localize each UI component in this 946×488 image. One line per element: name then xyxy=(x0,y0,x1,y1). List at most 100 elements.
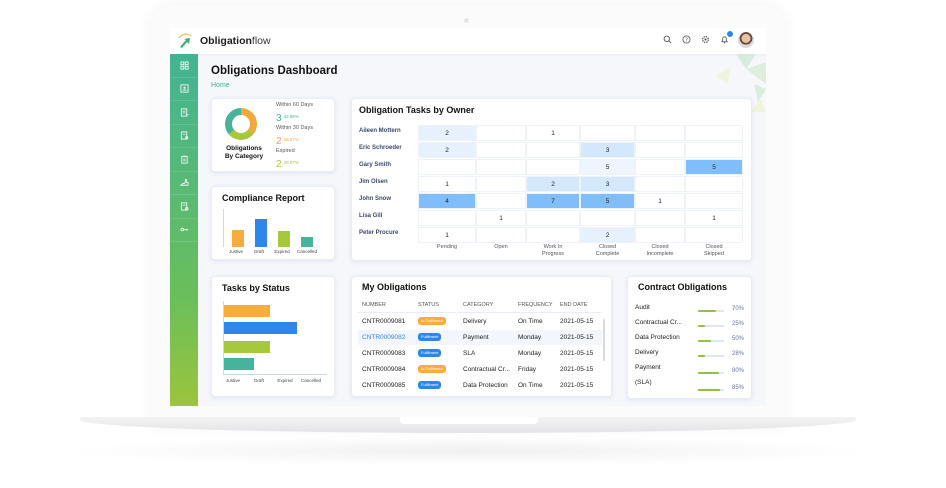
obligation-category: SLA xyxy=(463,350,476,357)
heatmap-cell[interactable]: 1 xyxy=(418,227,476,243)
heatmap-cell[interactable] xyxy=(580,210,635,226)
notification-badge xyxy=(727,31,733,37)
heatmap-cell[interactable] xyxy=(418,159,476,175)
heatmap-cell[interactable] xyxy=(685,193,743,209)
help-icon[interactable]: ? xyxy=(681,35,691,45)
header-icons: ? xyxy=(662,31,754,48)
status-badge: Fulfilment xyxy=(418,349,442,357)
heatmap-cell[interactable]: 3 xyxy=(580,142,635,158)
logo-icon[interactable] xyxy=(176,32,194,50)
heatmap-cell[interactable]: 1 xyxy=(685,210,743,226)
obligation-number[interactable]: CNTR0009084 xyxy=(362,366,406,373)
heatmap-cell[interactable] xyxy=(685,227,743,243)
table-row[interactable]: CNTR0009085 Fulfilment Data Protection On T… xyxy=(358,378,602,393)
owner-label: Lisa Gill xyxy=(359,213,383,219)
heatmap-cell[interactable] xyxy=(476,159,526,175)
status-bar-expired xyxy=(224,341,270,353)
avatar[interactable] xyxy=(738,32,754,48)
obligation-number[interactable]: CNTR0009081 xyxy=(362,318,406,325)
status-label-cancelled: Cancelled xyxy=(300,378,321,383)
heatmap-cell[interactable] xyxy=(526,142,580,158)
column-header-category[interactable]: CATEGORY xyxy=(463,302,494,308)
heatmap-cell[interactable]: 2 xyxy=(418,125,476,141)
top-bar: Obligationflow ? xyxy=(170,28,766,54)
heatmap-cell[interactable]: 5 xyxy=(580,193,635,209)
obligation-number[interactable]: CNTR0009083 xyxy=(362,350,406,357)
heatmap-cell[interactable] xyxy=(685,176,743,192)
sidebar-item-documents[interactable] xyxy=(170,125,198,148)
settings-icon[interactable] xyxy=(700,35,710,45)
column-header-frequency[interactable]: FREQUENCY xyxy=(518,302,553,308)
sidebar-item-clipboard[interactable] xyxy=(170,148,198,172)
heatmap-cell[interactable]: 2 xyxy=(580,227,635,243)
sidebar-item-contacts[interactable] xyxy=(170,78,198,101)
table-row[interactable]: CNTR0009084 In Fulfilment Contractual Cr..… xyxy=(358,362,602,377)
owner-label: Gary Smith xyxy=(359,162,392,168)
camera-dot xyxy=(464,18,469,23)
sidebar-item-dashboard[interactable] xyxy=(170,54,198,78)
heatmap-cell[interactable] xyxy=(635,142,685,158)
column-label: Open xyxy=(494,244,508,250)
compliance-label-expired: Expired xyxy=(274,249,290,254)
heatmap-cell[interactable]: 5 xyxy=(685,159,743,175)
heatmap-cell[interactable]: 4 xyxy=(418,193,476,209)
contract-item-percent: 80% xyxy=(732,368,745,374)
svg-text:?: ? xyxy=(685,37,688,43)
heatmap-cell[interactable]: 5 xyxy=(580,159,635,175)
heatmap-cell[interactable] xyxy=(476,193,526,209)
heatmap-cell[interactable] xyxy=(526,210,580,226)
sidebar-item-keys[interactable] xyxy=(170,219,198,242)
table-row[interactable]: CNTR0009083 Fulfilment SLA Monday 2021-05-15 xyxy=(358,346,602,361)
heatmap-cell[interactable]: 2 xyxy=(418,142,476,158)
heatmap-cell[interactable]: 2 xyxy=(526,176,580,192)
contract-item-label: Contractual Cr... xyxy=(635,319,682,326)
heatmap-cell[interactable] xyxy=(635,210,685,226)
contract-item-percent: 25% xyxy=(732,321,745,327)
heatmap-cell[interactable]: 1 xyxy=(526,125,580,141)
heatmap-cell[interactable] xyxy=(418,210,476,226)
heatmap-cell[interactable] xyxy=(685,142,743,158)
table-row[interactable]: CNTR0009081 In Fulfilment Delivery On Time 2… xyxy=(358,314,602,329)
compliance-bar-cancelled xyxy=(301,237,313,247)
breadcrumb-home[interactable]: Home xyxy=(211,82,230,89)
search-icon[interactable] xyxy=(662,35,672,45)
heatmap-cell[interactable] xyxy=(476,125,526,141)
heatmap-cell[interactable] xyxy=(635,176,685,192)
heatmap-cell[interactable]: 7 xyxy=(526,193,580,209)
column-header-end-date[interactable]: END DATE xyxy=(560,302,588,308)
sidebar-item-agreements[interactable] xyxy=(170,172,198,195)
heatmap-cell[interactable] xyxy=(476,142,526,158)
heatmap-cell[interactable] xyxy=(476,227,526,243)
heatmap-cell[interactable] xyxy=(635,227,685,243)
heatmap-cell[interactable] xyxy=(526,227,580,243)
category-card-title: Obligations By Category xyxy=(224,145,264,160)
clipboard-icon xyxy=(180,155,188,164)
obligation-frequency: On Time xyxy=(518,382,543,389)
heatmap-cell[interactable]: 3 xyxy=(580,176,635,192)
sidebar-item-document-settings[interactable] xyxy=(170,195,198,219)
heatmap-cell[interactable] xyxy=(476,176,526,192)
heatmap-cell[interactable] xyxy=(635,125,685,141)
column-header-status[interactable]: STATUS xyxy=(418,302,439,308)
heatmap-cell[interactable] xyxy=(580,125,635,141)
heatmap-cell[interactable]: 1 xyxy=(418,176,476,192)
heatmap-cell[interactable] xyxy=(635,159,685,175)
sidebar-item-new-document[interactable] xyxy=(170,101,198,125)
heatmap-cell[interactable] xyxy=(685,125,743,141)
heatmap-cell[interactable] xyxy=(526,159,580,175)
obligation-end-date: 2021-05-15 xyxy=(560,350,594,357)
my-obligations-card: My Obligations NUMBER STATUS CATEGORY FR… xyxy=(351,276,612,397)
obligation-number[interactable]: CNTR0009082 xyxy=(362,334,406,341)
table-row[interactable]: CNTR0009082 Fulfilment Payment Monday 2021-0… xyxy=(358,330,602,345)
status-bar-draft xyxy=(224,322,297,334)
table-scrollbar[interactable] xyxy=(603,319,605,361)
bell-icon[interactable] xyxy=(719,31,733,45)
column-label: Pending xyxy=(436,244,458,250)
column-header-number[interactable]: NUMBER xyxy=(362,302,386,308)
hand-icon xyxy=(179,179,189,186)
heatmap-cell[interactable]: 1 xyxy=(476,210,526,226)
heatmap-cell[interactable]: 1 xyxy=(635,193,685,209)
obligation-number[interactable]: CNTR0009085 xyxy=(362,382,406,389)
